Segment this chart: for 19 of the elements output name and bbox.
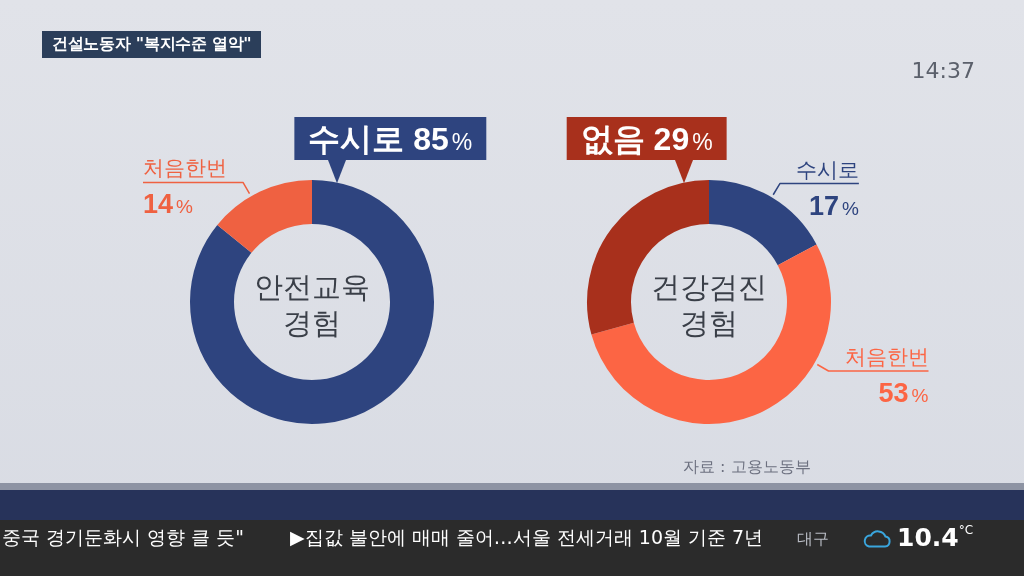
data-label: 17%	[808, 190, 859, 221]
text: ▶집값 불안에 매매 줄어…서울 전세거래 10월 기준 7년	[290, 526, 764, 548]
text: 건강검진 경험	[651, 271, 767, 339]
text: 안전교육 경험	[254, 271, 370, 339]
slice-label: 수시로	[795, 157, 859, 181]
text: 중국 경기둔화시 영향 클 듯"	[2, 526, 244, 548]
slice-label: 처음한번	[143, 156, 227, 180]
slice-label: 수시로	[308, 121, 405, 157]
text: 대구	[797, 529, 829, 548]
data-label: 14%	[143, 189, 194, 220]
data-label: 29%	[653, 121, 713, 157]
data-label: 53%	[878, 378, 929, 408]
slice-label: 처음한번	[844, 345, 929, 368]
slice-label: 없음	[580, 121, 645, 157]
text: 건설노동자 "복지수준 열악"	[42, 31, 262, 58]
text: 10.4$^{°C}$	[897, 523, 974, 552]
text: 14:37	[911, 58, 975, 83]
text: 자료 : 고용노동부	[683, 457, 811, 476]
data-label: 85%	[413, 121, 473, 157]
